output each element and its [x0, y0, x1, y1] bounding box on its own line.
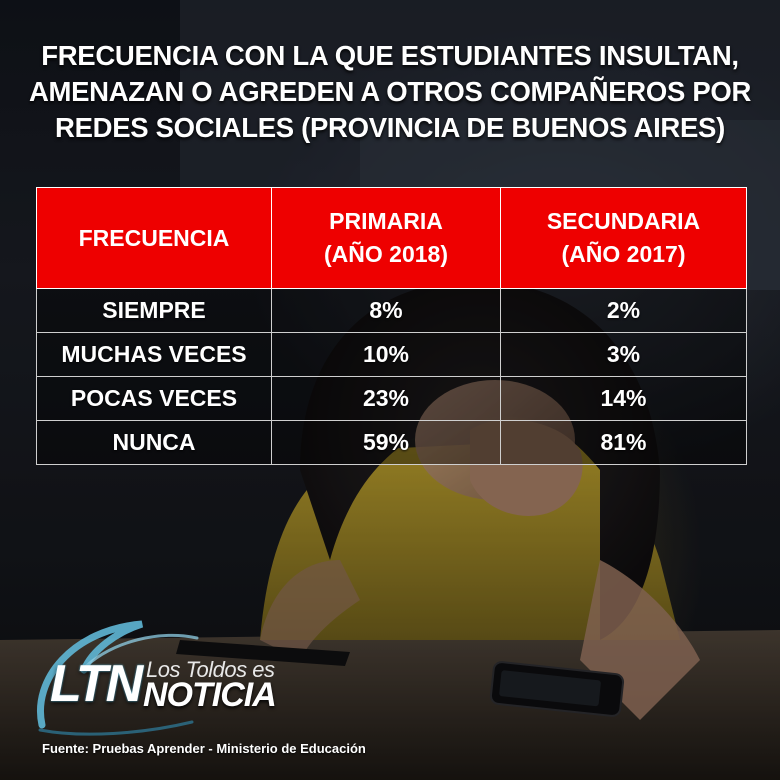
row-label: NUNCA — [36, 420, 272, 465]
table-row: POCAS VECES 23% 14% — [36, 376, 747, 421]
logo-los-toldos: Los Toldos es — [146, 657, 275, 682]
table-header-row: FRECUENCIA PRIMARIA (AÑO 2018) SECUNDARI… — [36, 187, 747, 289]
header-secundaria: SECUNDARIA (AÑO 2017) — [500, 187, 747, 289]
primaria-value: 8% — [271, 288, 501, 333]
row-label: MUCHAS VECES — [36, 332, 272, 377]
logo-ltn: LTN — [50, 655, 143, 713]
header-primaria-line-2: (AÑO 2018) — [324, 241, 448, 267]
row-label: POCAS VECES — [36, 376, 272, 421]
secundaria-value: 2% — [500, 288, 747, 333]
title-line-1: FRECUENCIA CON LA QUE ESTUDIANTES INSULT… — [41, 40, 739, 71]
row-label: SIEMPRE — [36, 288, 272, 333]
logo-noticia: NOTICIA — [143, 676, 277, 714]
table-row: SIEMPRE 8% 2% — [36, 288, 747, 333]
table-row: MUCHAS VECES 10% 3% — [36, 332, 747, 377]
header-primaria: PRIMARIA (AÑO 2018) — [271, 187, 501, 289]
title-line-3: REDES SOCIALES (PROVINCIA DE BUENOS AIRE… — [55, 112, 725, 143]
secundaria-value: 81% — [500, 420, 747, 465]
primaria-value: 59% — [271, 420, 501, 465]
header-primaria-line-1: PRIMARIA — [329, 208, 443, 234]
header-secundaria-line-1: SECUNDARIA — [546, 208, 701, 234]
header-secundaria-line-2: (AÑO 2017) — [561, 241, 686, 267]
table-row: NUNCA 59% 81% — [36, 420, 747, 465]
source-note: Fuente: Pruebas Aprender - Ministerio de… — [42, 741, 366, 756]
secundaria-value: 14% — [500, 376, 747, 421]
primaria-value: 10% — [271, 332, 501, 377]
ltn-logo-swoosh-icon — [37, 620, 199, 736]
title-line-2: AMENAZAN O AGREDEN A OTROS COMPAÑEROS PO… — [28, 76, 752, 107]
header-frecuencia-label: FRECUENCIA — [78, 224, 230, 251]
frequency-table: FRECUENCIA PRIMARIA (AÑO 2018) SECUNDARI… — [36, 187, 747, 465]
header-frecuencia: FRECUENCIA — [36, 187, 272, 289]
primaria-value: 23% — [271, 376, 501, 421]
secundaria-value: 3% — [500, 332, 747, 377]
chart-title: FRECUENCIA CON LA QUE ESTUDIANTES INSULT… — [20, 38, 760, 146]
